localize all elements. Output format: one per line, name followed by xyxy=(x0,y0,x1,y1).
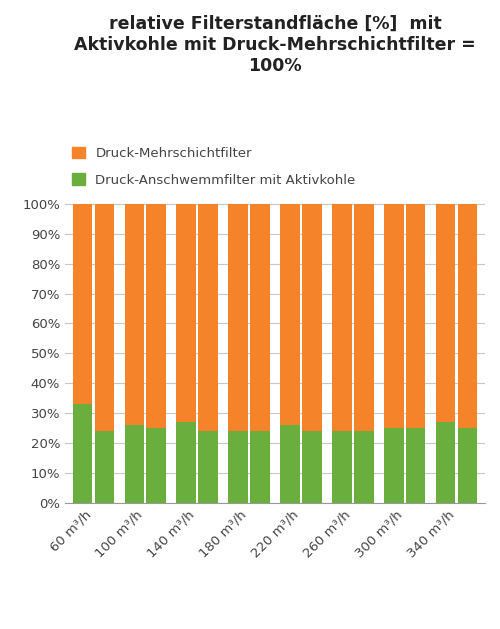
Bar xyxy=(94,204,114,431)
Bar xyxy=(250,204,270,431)
Bar xyxy=(146,204,166,428)
Bar xyxy=(250,431,270,503)
Bar xyxy=(406,428,425,503)
Bar xyxy=(406,204,425,428)
Bar xyxy=(198,204,218,431)
Bar xyxy=(94,431,114,503)
Title: relative Filterstandfläche [%]  mit
Aktivkohle mit Druck-Mehrschichtfilter =
100: relative Filterstandfläche [%] mit Aktiv… xyxy=(74,15,476,75)
Bar xyxy=(176,204,196,422)
Legend: Druck-Mehrschichtfilter, Druck-Anschwemmfilter mit Aktivkohle: Druck-Mehrschichtfilter, Druck-Anschwemm… xyxy=(72,147,356,187)
Bar xyxy=(198,431,218,503)
Bar xyxy=(332,431,351,503)
Bar xyxy=(73,404,92,503)
Bar xyxy=(458,204,477,428)
Bar xyxy=(124,425,144,503)
Bar xyxy=(73,204,92,404)
Bar xyxy=(280,204,300,425)
Bar xyxy=(332,204,351,431)
Bar xyxy=(280,425,300,503)
Bar xyxy=(228,431,248,503)
Bar xyxy=(302,204,322,431)
Bar xyxy=(354,431,374,503)
Bar xyxy=(458,428,477,503)
Bar xyxy=(146,428,166,503)
Bar xyxy=(384,428,404,503)
Bar xyxy=(354,204,374,431)
Bar xyxy=(176,422,196,503)
Bar xyxy=(384,204,404,428)
Bar xyxy=(436,204,456,422)
Bar xyxy=(124,204,144,425)
Bar xyxy=(228,204,248,431)
Bar xyxy=(436,422,456,503)
Bar xyxy=(302,431,322,503)
